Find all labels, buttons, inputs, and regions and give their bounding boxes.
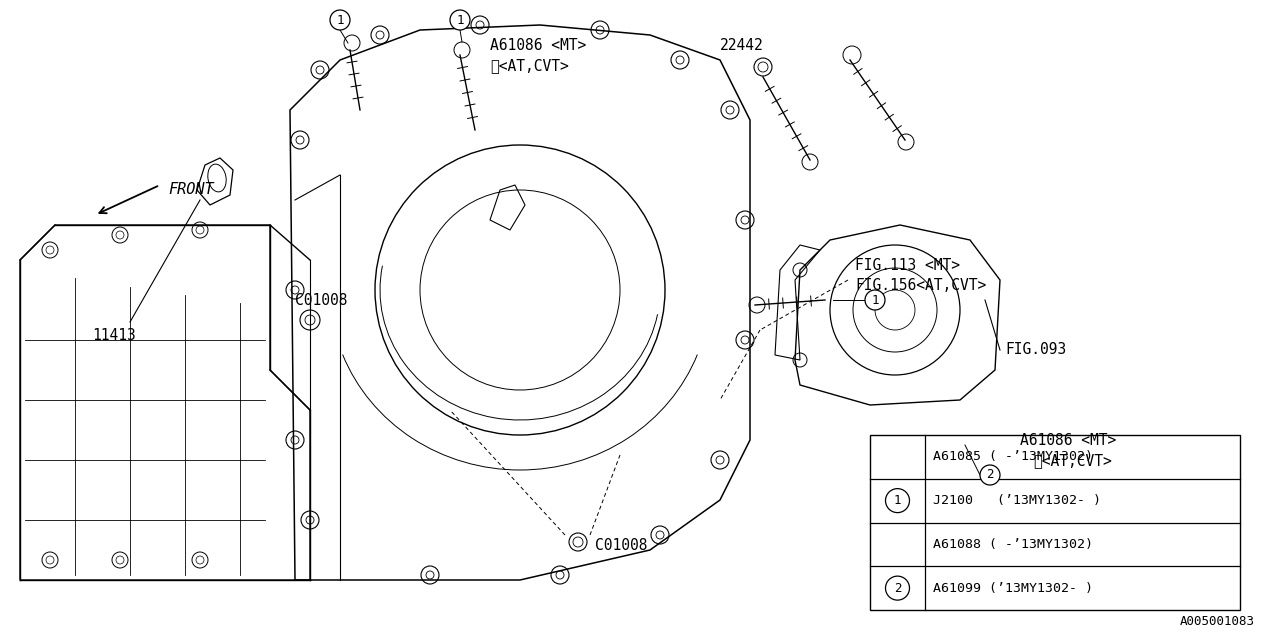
Text: 2: 2 <box>893 582 901 595</box>
Circle shape <box>865 290 884 310</box>
Text: FIG.093: FIG.093 <box>1005 342 1066 358</box>
Text: FIG.156<AT,CVT>: FIG.156<AT,CVT> <box>855 278 987 293</box>
Bar <box>870 435 1240 610</box>
Text: 1: 1 <box>872 294 879 307</box>
Circle shape <box>886 576 910 600</box>
Text: ①<AT,CVT>: ①<AT,CVT> <box>490 58 568 73</box>
Text: A61086 <MT>: A61086 <MT> <box>1020 433 1116 448</box>
Text: J2100   (’13MY1302- ): J2100 (’13MY1302- ) <box>933 494 1101 507</box>
Circle shape <box>886 488 910 513</box>
Text: C01008: C01008 <box>595 538 648 553</box>
Text: FRONT: FRONT <box>168 182 214 198</box>
Circle shape <box>330 10 349 30</box>
Text: C01008: C01008 <box>294 293 347 308</box>
Circle shape <box>451 10 470 30</box>
Text: 2: 2 <box>987 468 993 481</box>
Text: 22442: 22442 <box>719 38 764 53</box>
Text: ②<AT,CVT>: ②<AT,CVT> <box>1033 453 1112 468</box>
Text: FIG.113 <MT>: FIG.113 <MT> <box>855 258 960 273</box>
Text: A005001083: A005001083 <box>1180 615 1254 628</box>
Text: A61099 (’13MY1302- ): A61099 (’13MY1302- ) <box>933 582 1093 595</box>
Text: A61088 ( -’13MY1302): A61088 ( -’13MY1302) <box>933 538 1093 551</box>
Text: 1: 1 <box>893 494 901 507</box>
Text: A61086 <MT>: A61086 <MT> <box>490 38 586 53</box>
Text: 1: 1 <box>456 13 463 26</box>
Text: 11413: 11413 <box>92 328 136 342</box>
Circle shape <box>980 465 1000 485</box>
Text: A61085 ( -’13MY1302): A61085 ( -’13MY1302) <box>933 451 1093 463</box>
Text: 1: 1 <box>337 13 344 26</box>
